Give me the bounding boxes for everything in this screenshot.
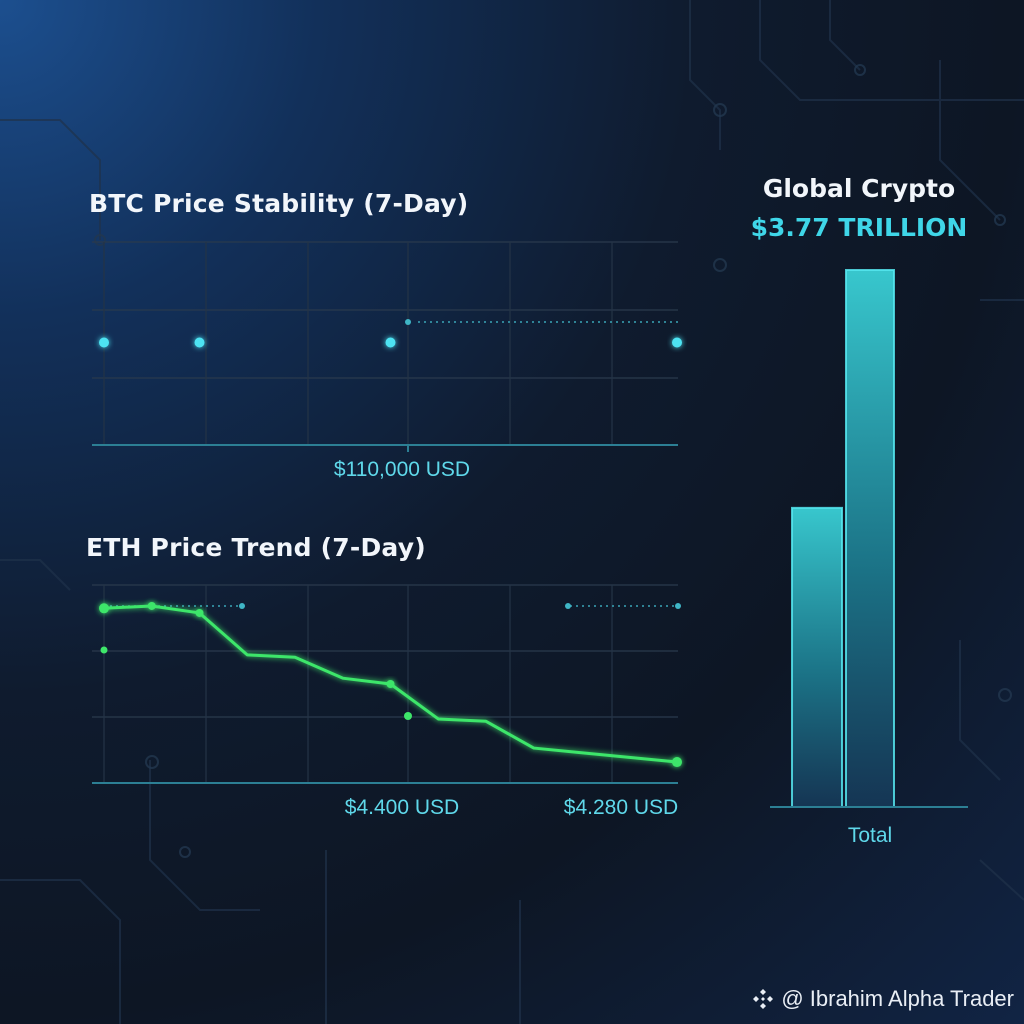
bar-series [791,269,895,808]
eth-grid [92,584,681,784]
btc-series [99,337,682,348]
bar [791,506,843,808]
eth-point [195,608,204,617]
footer-handle: @ Ibrahim Alpha Trader [751,986,1014,1012]
reference-marker [405,319,411,325]
footer-handle-text: @ Ibrahim Alpha Trader [781,986,1014,1011]
eth-tick-label: $4.400 USD [345,796,459,819]
reference-marker [565,603,571,609]
eth-point [404,712,412,720]
global-crypto-title: Global Crypto [762,174,956,203]
eth-point [99,603,109,614]
eth-tick-label: $4.280 USD [564,796,678,819]
eth-point [100,646,108,654]
bar-category-label: Total [848,824,892,847]
global-crypto-value: $3.77 TRILLION [750,213,968,242]
eth-point [386,680,395,688]
eth-series [99,601,682,768]
btc-chart-title: BTC Price Stability (7-Day) [89,189,469,218]
btc-point [385,337,396,348]
btc-point [99,337,109,348]
eth-point [147,601,156,610]
bar [845,269,895,808]
btc-tick-label: $110,000 USD [334,458,470,481]
reference-marker [675,603,681,609]
eth-chart-title: ETH Price Trend (7-Day) [86,533,426,562]
eth-point [672,757,682,768]
btc-point [672,337,682,348]
binance-diamond-icon [753,989,774,1009]
btc-point [194,337,205,348]
reference-marker [239,603,245,609]
